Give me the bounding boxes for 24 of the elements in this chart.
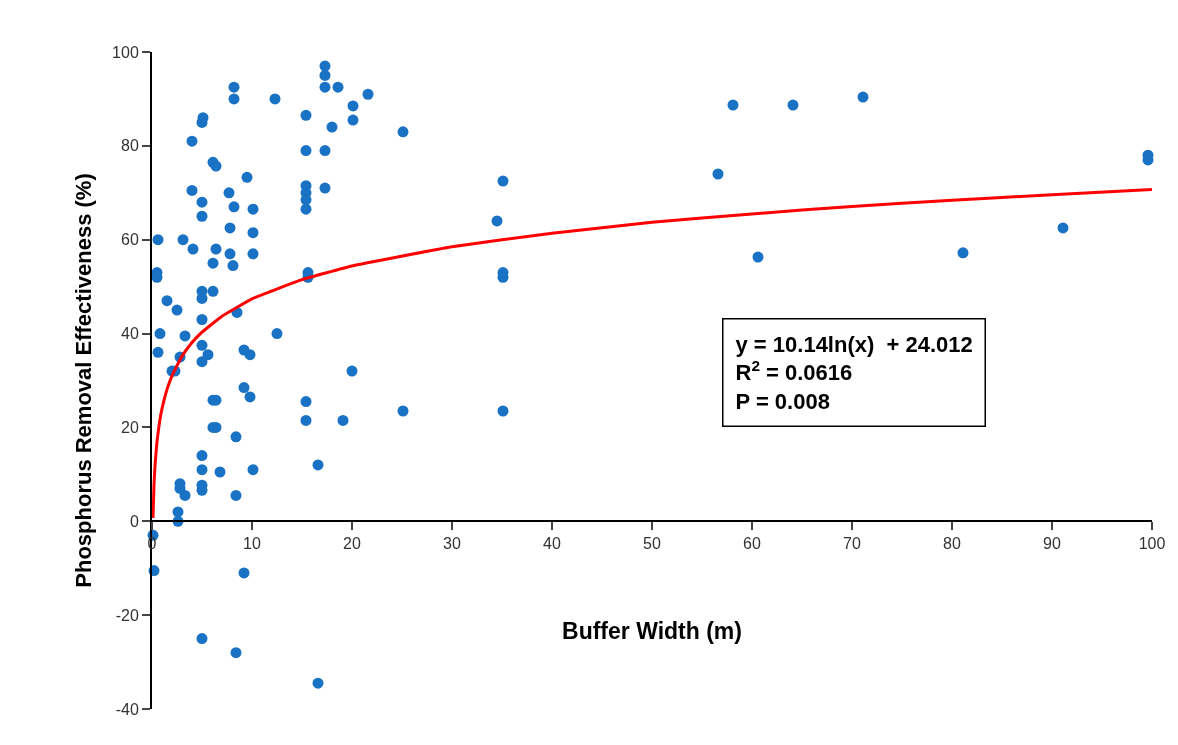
x-tick-label: 60 [743,535,761,553]
annotation: y = 10.14ln(x) + 24.012 [735,331,973,357]
y-axis-title: Phosphorus Removal Effectiveness (%) [71,173,97,588]
x-tick-label: 80 [943,535,961,553]
line-series [152,188,1152,520]
y-tick-label: 40 [121,325,139,343]
x-tick-label: 90 [1043,535,1061,553]
x-tick-label: 50 [643,535,661,553]
annotation: R$^{2}$ = 0.0616 [735,356,853,386]
y-tick-label: 100 [112,43,139,61]
y-tick-label: -40 [115,700,139,718]
x-tick-label: 100 [1138,535,1166,553]
y-tick-label: 20 [121,419,139,437]
y-tick-label: 60 [121,231,139,249]
x-tick-label: 30 [443,535,461,553]
annotation: P = 0.008 [735,388,830,414]
y-tick-label: -20 [115,606,139,624]
y-tick-label: 0 [129,512,139,530]
x-tick-label: 40 [543,535,561,553]
x-tick-label: 70 [843,535,861,553]
y-tick-label: 80 [121,137,139,155]
x-axis-title: Buffer Width (m) [562,617,742,644]
x-tick-label: 10 [243,535,261,553]
x-tick-label: 20 [343,535,361,553]
